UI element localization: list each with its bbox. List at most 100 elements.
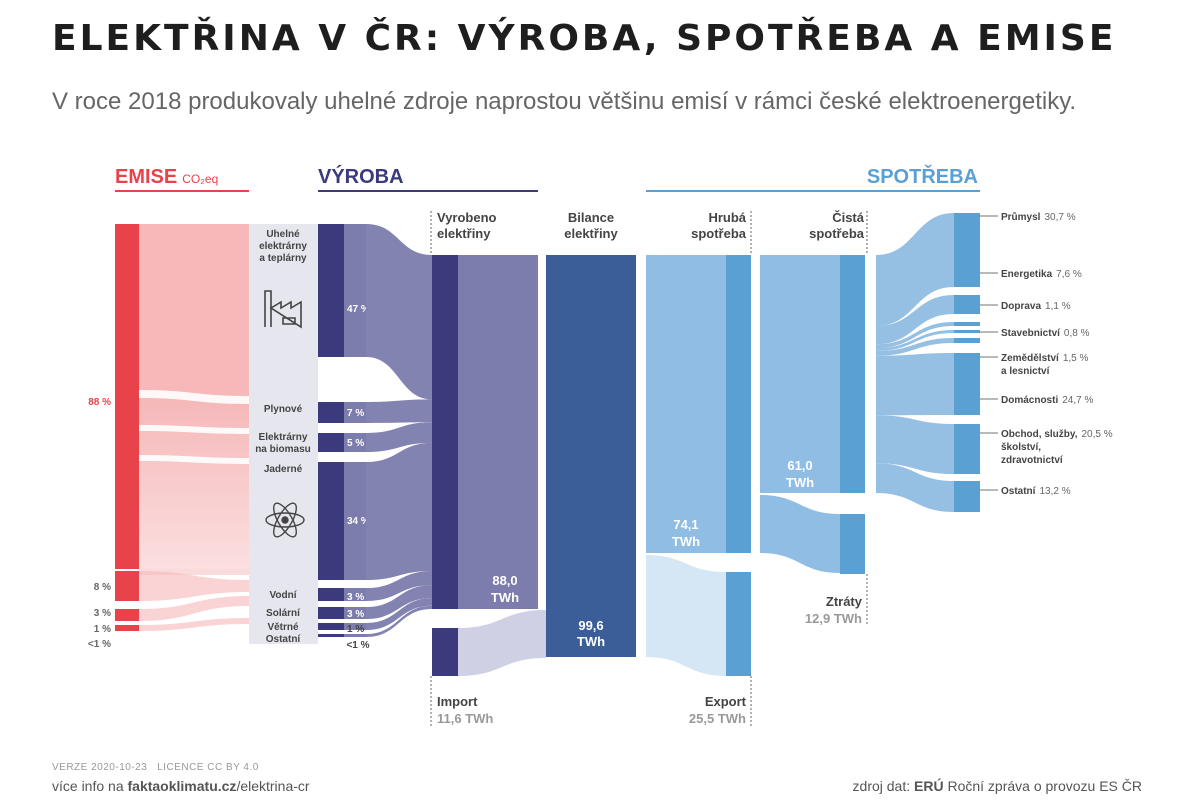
production-value-1: 7 % [347,408,364,419]
source-label-2-line-1: na biomasu [255,444,311,455]
consumption-value-7: 13,2 % [1039,486,1070,497]
consumption-bar-0 [954,213,980,287]
ztraty-value: 12,9 TWh [805,611,862,626]
consumption-label-7-0: Ostatní 13,2 % [1001,486,1071,497]
emise-value-4: <1 % [88,639,111,650]
consumption-bar-6 [954,424,980,474]
cista-bar [840,255,865,493]
production-bar-5 [318,607,344,619]
header-vyroba-rule [318,190,538,192]
production-bar-light-3 [344,462,366,580]
ztraty-label: Ztráty [826,594,863,609]
more-info-path: /elektrina-cr [236,778,310,794]
source-label-0-line-0: Uhelné [266,229,300,240]
consumption-flow-6 [876,415,954,474]
atom-orbit-c [273,502,297,538]
import-value: 11,6 TWh [437,711,493,726]
consumption-label-6-2: zdravotnictví [1001,455,1064,466]
bilance-value: 99,6 [578,618,603,633]
emise-value-1: 8 % [94,582,111,593]
consumption-flow-3 [876,330,954,351]
production-bar-4 [318,588,344,601]
ztraty-bar [840,514,865,574]
emise-bar-coal [115,224,139,569]
production-flow-1 [366,399,432,423]
atom-orbit-b [273,502,297,538]
consumption-value-6: 20,5 % [1081,429,1112,440]
import-bar [432,628,458,676]
version-label: VERZE 2020-10-23 LICENCE CC BY 4.0 [52,762,259,773]
consumption-label-5-0: Domácnosti 24,7 % [1001,395,1093,406]
production-bar-light-6 [344,623,366,630]
emise-value-2: 3 % [94,608,111,619]
consumption-value-0: 30,7 % [1044,212,1075,223]
consumption-bar-3 [954,330,980,333]
more-info: více info na faktaoklimatu.cz/elektrina-… [52,778,310,794]
cista-value: 61,0 [787,458,812,473]
production-bar-light-2 [344,433,366,452]
source-panel [249,224,318,644]
source-label-5-line-0: Solární [266,608,301,619]
production-bar-3 [318,462,344,580]
source-label-7-line-0: Ostatní [266,634,302,645]
emise-flow-gas [139,571,249,601]
export-flow [646,555,726,676]
more-info-link[interactable]: faktaoklimatu.cz [127,778,237,794]
header-vyroba: VÝROBA [318,164,404,188]
production-flow-0 [366,224,432,400]
hruba-bar [726,255,751,553]
consumption-label-2-0: Doprava 1,1 % [1001,301,1071,312]
production-bar-7 [318,634,344,637]
vyrobeno-bar [432,255,458,609]
header-emise-unit: CO₂eq [182,172,218,186]
consumption-bar-7 [954,481,980,512]
emise-value-3: 1 % [94,624,111,635]
consumption-bar-1 [954,295,980,314]
source-label-1-line-0: Plynové [264,404,303,415]
production-value-4: 3 % [347,592,364,603]
production-bar-light-1 [344,402,366,423]
production-value-7: <1 % [346,640,369,651]
emise-sep-1 [139,390,249,404]
production-flow-2 [366,422,432,452]
emise-bar-gas [115,571,139,601]
factory-icon [264,290,302,329]
emise-sep-2 [139,425,249,434]
hruba-unit: TWh [672,534,700,549]
source-label-0-line-1: elektrárny [259,241,307,252]
consumption-value-4: 1,5 % [1063,353,1089,364]
consumption-flow-5 [876,353,954,416]
atom-orbit-a [265,512,305,528]
version-text: VERZE 2020-10-23 [52,762,148,773]
vyrobeno-value: 88,0 [492,573,517,588]
consumption-label-6-0: Obchod, služby, 20,5 % [1001,429,1113,440]
production-value-6: 1 % [347,624,364,635]
hruba-value: 74,1 [673,517,698,532]
production-flow-6 [366,598,432,630]
vyrobeno-unit: TWh [491,590,519,605]
title-cista-line-1: spotřeba [809,226,865,241]
emise-sep-3 [139,455,249,464]
consumption-flow-0 [876,213,954,327]
source-label-6-line-0: Větrné [267,622,299,633]
production-bar-0 [318,224,344,357]
consumption-label-1-0: Energetika 7,6 % [1001,269,1082,280]
export-value: 25,5 TWh [689,711,746,726]
consumption-value-1: 7,6 % [1056,269,1082,280]
bilance-unit: TWh [577,634,605,649]
production-flow-4 [366,570,432,601]
header-spotreba: SPOTŘEBA [867,164,978,188]
title-vyrobeno-line-1: elektřiny [437,226,491,241]
title-hruba-line-0: Hrubá [708,210,746,225]
emise-value-0: 88 % [88,397,111,408]
consumption-value-3: 0,8 % [1064,328,1090,339]
consumption-label-0-0: Průmysl 30,7 % [1001,211,1076,223]
header-emise: EMISE CO₂eq [115,166,218,188]
emise-flow-other [139,618,249,631]
consumption-flow-2 [876,322,954,349]
source-label-4-line-0: Vodní [269,590,297,601]
import-flow [458,610,546,676]
data-source: zdroj dat: ERÚ Roční zpráva o provozu ES… [853,778,1142,794]
page-subtitle: V roce 2018 produkovaly uhelné zdroje na… [52,88,1077,115]
source-doc: Roční zpráva o provozu ES ČR [943,778,1142,794]
